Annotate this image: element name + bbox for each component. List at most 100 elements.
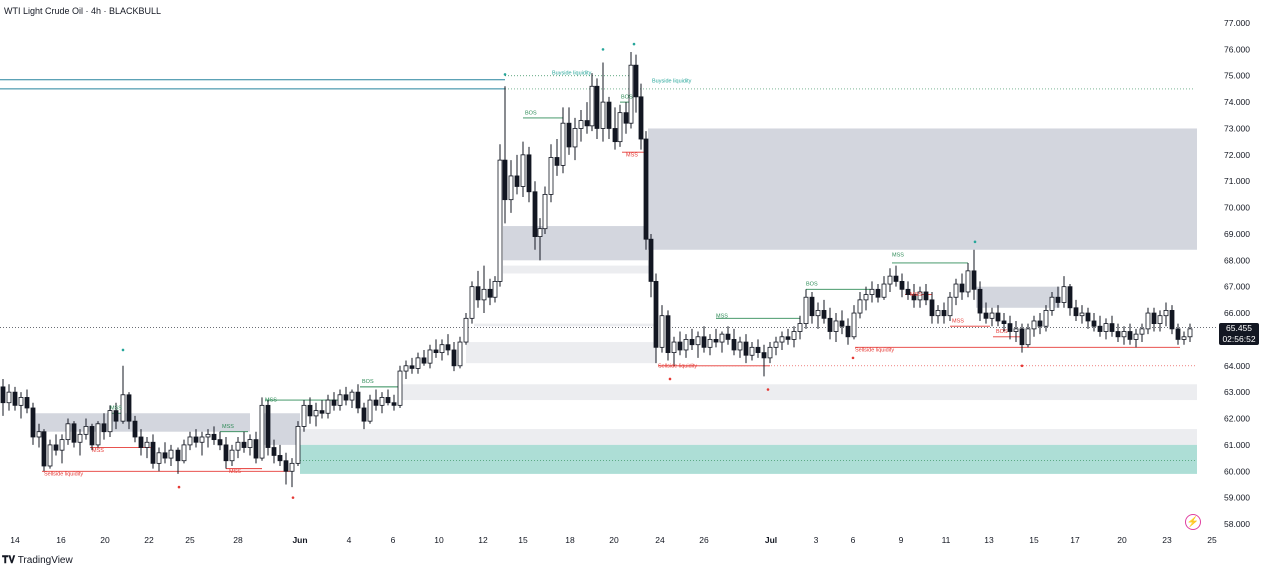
candle-body xyxy=(827,317,833,332)
candle xyxy=(1079,305,1085,324)
candle xyxy=(1151,307,1157,332)
annotation-label: Sellside liquidity xyxy=(855,348,894,354)
candle xyxy=(578,110,584,142)
candle xyxy=(1097,315,1103,337)
candle xyxy=(815,302,821,329)
candle xyxy=(959,273,965,300)
candle-body xyxy=(821,310,827,319)
y-tick-label: 73.000 xyxy=(1224,123,1250,133)
candle xyxy=(1061,276,1067,308)
candle-body xyxy=(175,449,181,462)
x-tick-label: 17 xyxy=(1070,535,1080,545)
candle-body xyxy=(1007,323,1013,332)
candle xyxy=(181,439,187,464)
x-tick-label: 26 xyxy=(699,535,709,545)
y-tick-label: 70.000 xyxy=(1224,203,1250,213)
candle-body xyxy=(1043,310,1049,327)
candle-body xyxy=(36,431,42,438)
candle-body xyxy=(791,331,797,340)
candle xyxy=(1049,291,1055,316)
candle xyxy=(337,389,343,411)
candle xyxy=(514,154,520,195)
candle-body xyxy=(566,122,572,148)
y-tick-label: 60.000 xyxy=(1224,466,1250,476)
candle-body xyxy=(953,283,959,298)
candle xyxy=(833,313,839,343)
candle xyxy=(827,307,833,340)
candle xyxy=(617,104,623,147)
swing-marker xyxy=(177,485,181,489)
candle-body xyxy=(89,426,95,446)
candle xyxy=(917,286,923,308)
candle xyxy=(199,431,205,456)
candle-body xyxy=(995,312,1001,322)
candle xyxy=(41,429,47,472)
swing-marker xyxy=(291,496,295,499)
candle-body xyxy=(707,339,713,348)
candle-body xyxy=(851,312,857,338)
candle xyxy=(253,431,259,464)
x-tick-label: 3 xyxy=(814,535,819,545)
candle-body xyxy=(1049,296,1055,311)
replay-icon[interactable]: ⚡ xyxy=(1185,514,1201,530)
candle-body xyxy=(589,85,595,127)
candle-body xyxy=(881,283,887,298)
candle-body xyxy=(989,312,995,319)
candle-body xyxy=(1139,328,1145,335)
y-tick-label: 59.000 xyxy=(1224,493,1250,503)
candle-body xyxy=(725,333,731,340)
candle xyxy=(821,299,827,324)
candle xyxy=(623,102,629,134)
candle xyxy=(761,344,767,377)
candle-body xyxy=(193,436,199,443)
candle-body xyxy=(911,294,917,301)
candle xyxy=(211,426,217,445)
y-tick-label: 63.000 xyxy=(1224,387,1250,397)
candle-body xyxy=(187,436,193,446)
zone-box xyxy=(300,444,1197,474)
candle xyxy=(1187,323,1193,343)
annotation-label: BOS xyxy=(525,110,537,116)
candle-body xyxy=(1109,323,1115,332)
swing-marker xyxy=(668,377,672,381)
tradingview-logo[interactable]: 𝐓𝐕 TradingView xyxy=(2,555,73,566)
x-tick-label: 22 xyxy=(144,535,154,545)
candle-body xyxy=(132,420,138,438)
candle-body xyxy=(1097,325,1103,332)
candle xyxy=(373,389,379,411)
candle xyxy=(1013,320,1019,343)
swing-marker xyxy=(766,388,770,391)
candle-body xyxy=(59,439,65,451)
y-tick-label: 69.000 xyxy=(1224,229,1250,239)
x-tick-label: 4 xyxy=(347,535,352,545)
candle xyxy=(1019,323,1025,353)
candle-body xyxy=(815,310,821,317)
candle xyxy=(653,273,659,364)
candle-body xyxy=(355,391,361,409)
x-tick-label: 24 xyxy=(655,535,665,545)
candle-body xyxy=(53,444,59,451)
x-tick-label: 6 xyxy=(851,535,856,545)
candle xyxy=(175,447,181,474)
candle xyxy=(168,444,174,466)
candle xyxy=(659,305,665,353)
candle xyxy=(1121,326,1127,345)
candle-body xyxy=(502,159,508,201)
candle-body xyxy=(659,315,665,348)
candle xyxy=(1163,302,1169,327)
annotation-label: MSS xyxy=(626,152,638,158)
candle xyxy=(83,418,89,440)
candle-body xyxy=(1187,328,1193,338)
annotation-label: MSS xyxy=(110,406,122,412)
candle-body xyxy=(643,138,649,240)
swing-marker xyxy=(851,356,855,360)
candle-body xyxy=(107,410,113,433)
candle xyxy=(120,365,126,424)
candle xyxy=(343,386,349,406)
candle-body xyxy=(665,315,671,354)
candle xyxy=(1157,310,1163,332)
zone-box xyxy=(648,128,1197,250)
candle-body xyxy=(983,312,989,319)
candle xyxy=(492,276,498,303)
